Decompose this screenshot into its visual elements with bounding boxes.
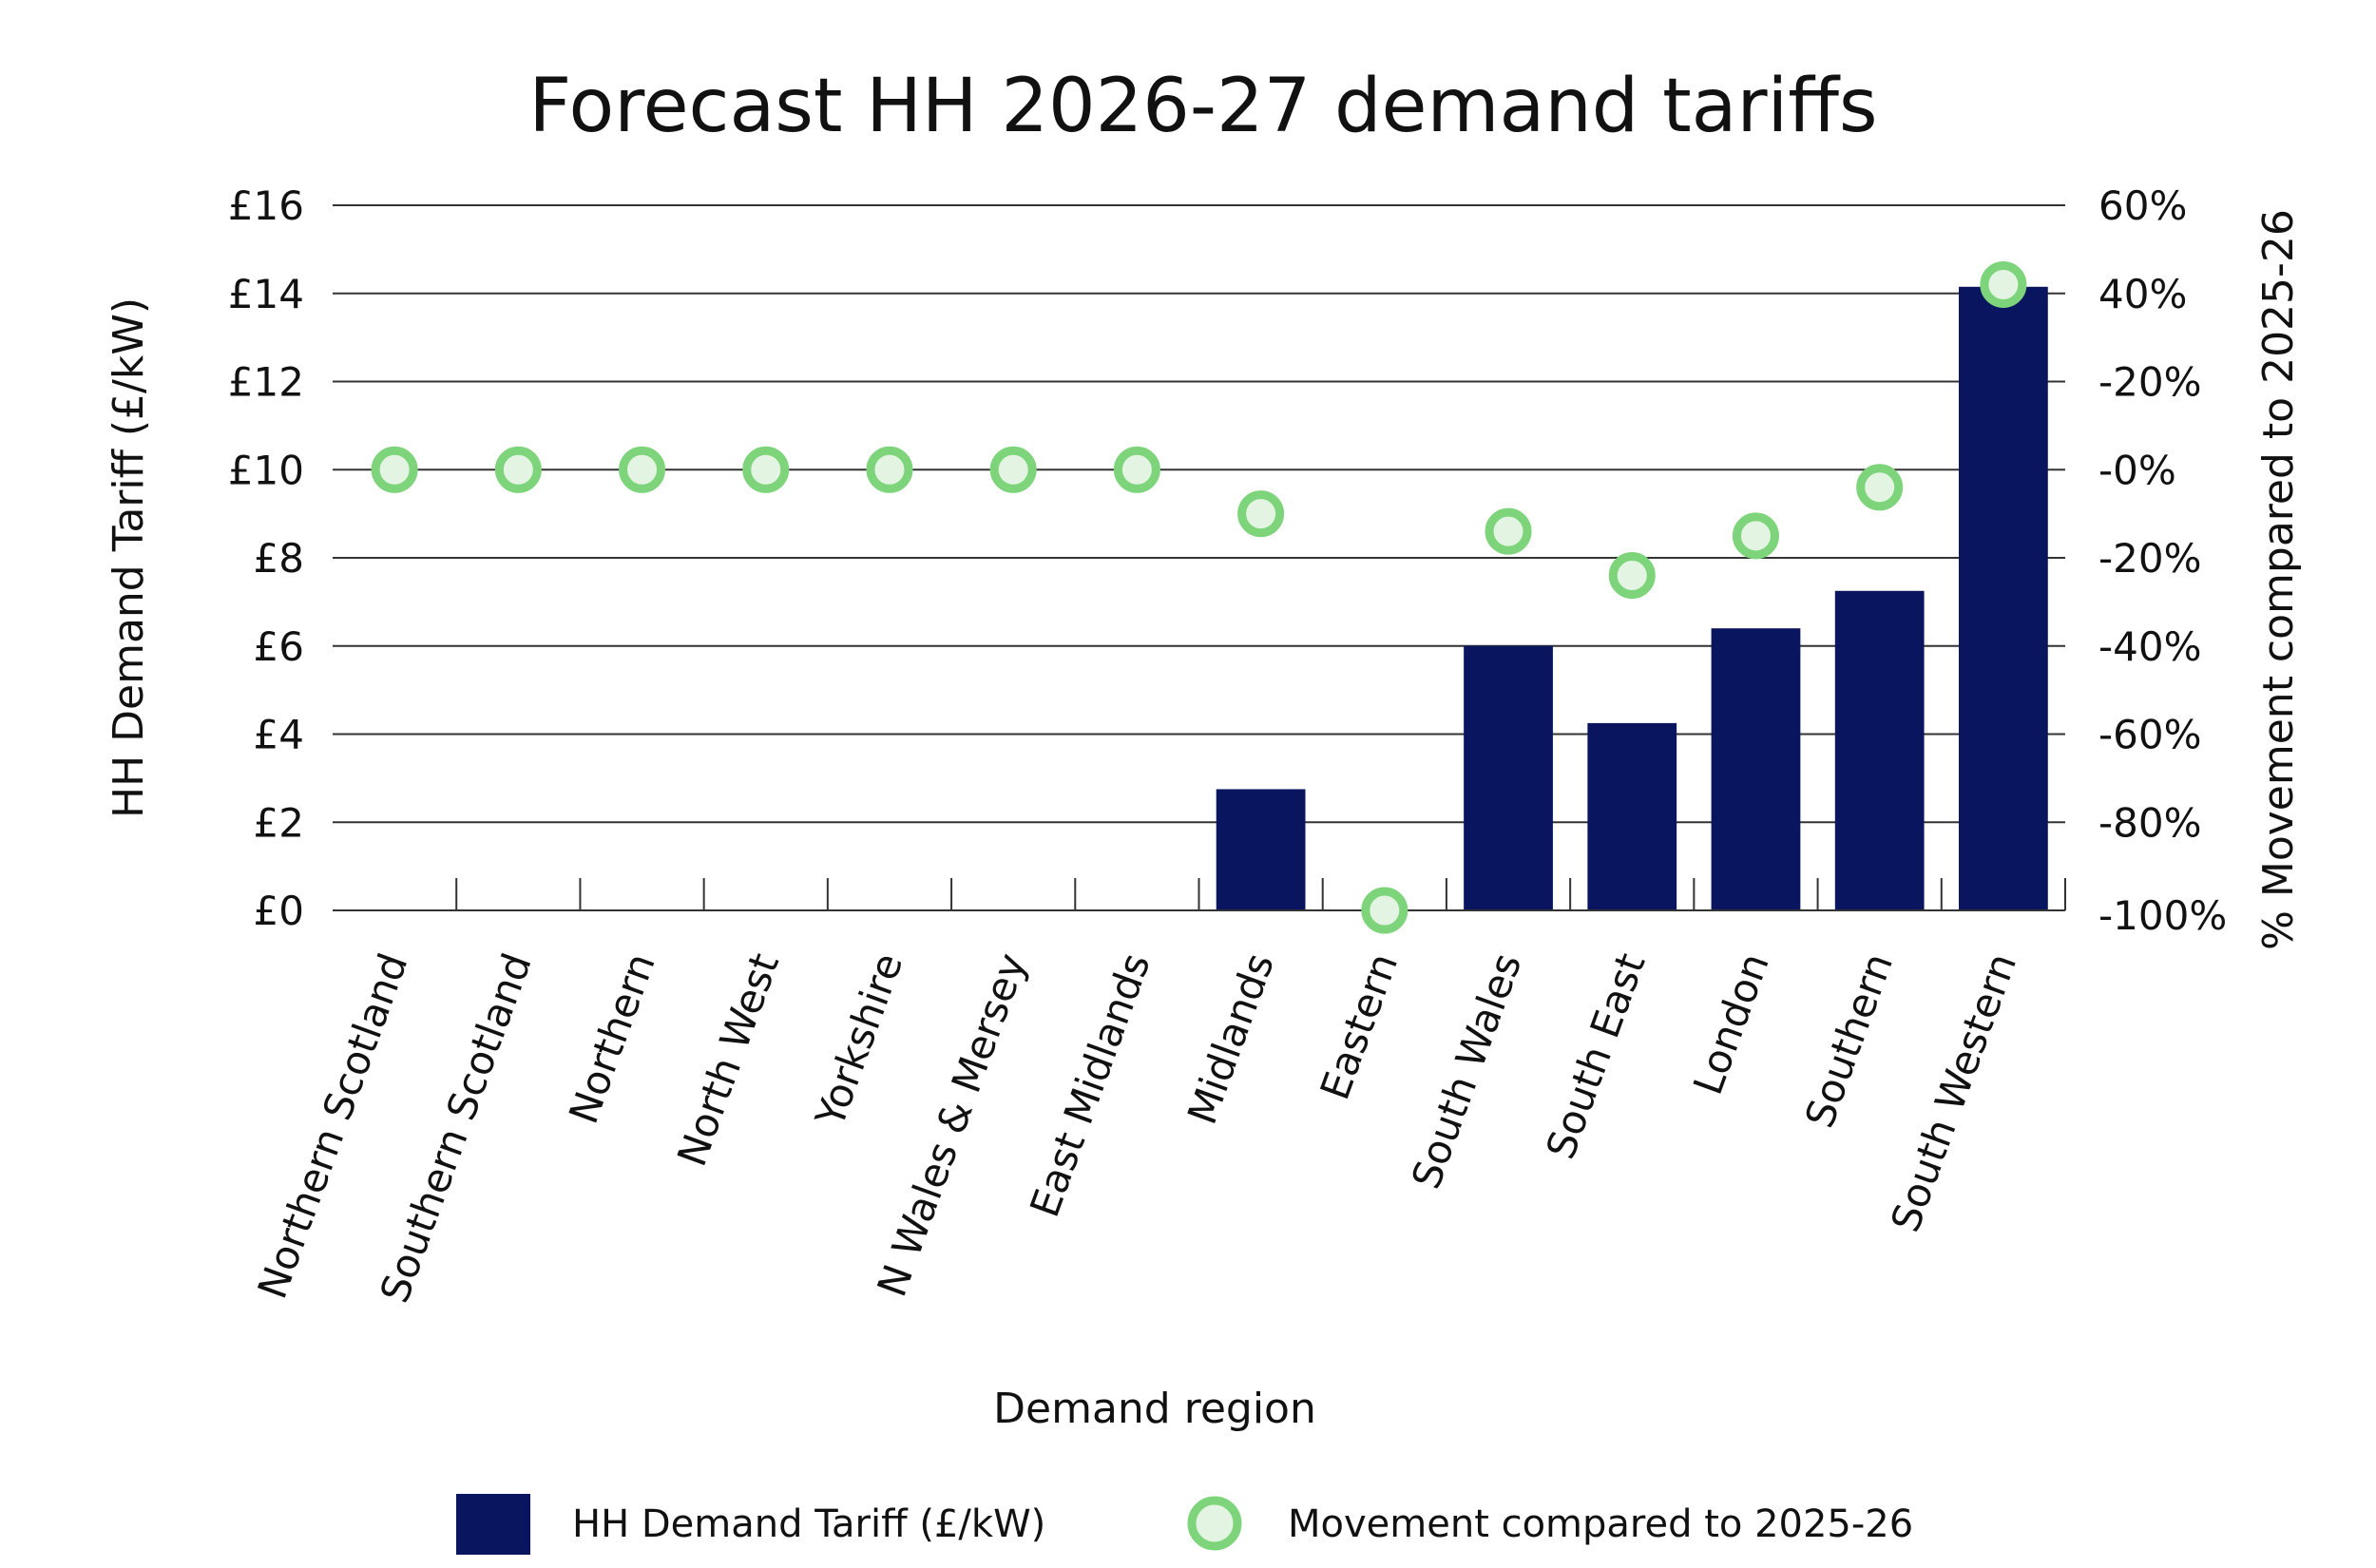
legend: HH Demand Tariff (£/kW) Movement compare…: [456, 1494, 1913, 1555]
marker: [1237, 490, 1285, 538]
x-tick-label: East Midlands: [1021, 947, 1159, 1223]
bar: [1959, 286, 2048, 910]
markers: [371, 260, 2027, 934]
bar: [1834, 590, 1925, 910]
legend-marker-swatch: [1187, 1496, 1242, 1551]
axes: [333, 878, 2066, 911]
x-tick-label: Midlands: [1178, 947, 1283, 1131]
marker: [1856, 464, 1904, 511]
x-axis-title: Demand region: [993, 1385, 1316, 1433]
marker: [989, 446, 1037, 493]
y-tick-label: £8: [254, 535, 304, 582]
y2-tick-label: -100%: [2098, 892, 2227, 939]
y2-tick-label: -60%: [2098, 712, 2202, 758]
legend-bar-label: HH Demand Tariff (£/kW): [572, 1502, 1045, 1546]
x-tick-label: Eastern: [1312, 947, 1408, 1106]
y-tick-label: £10: [228, 447, 304, 493]
y-tick-label: £16: [228, 182, 304, 229]
y-tick-label: £6: [254, 623, 304, 670]
legend-marker-label: Movement compared to 2025-26: [1288, 1502, 1913, 1546]
bar: [1711, 628, 1801, 910]
x-tick-label: North West: [668, 947, 788, 1173]
x-tick-label: Northern: [560, 947, 664, 1130]
y-tick-labels: £0 £2 £4 £6 £8 £10 £12 £14 £16: [228, 182, 304, 934]
y-tick-label: £0: [254, 888, 304, 934]
marker: [742, 446, 790, 493]
bar: [1216, 789, 1306, 910]
y2-tick-label: -80%: [2098, 799, 2202, 846]
marker: [866, 446, 913, 493]
x-tick-label: Southern: [1796, 947, 1902, 1134]
marker: [619, 446, 666, 493]
x-tick-label: South East: [1537, 947, 1654, 1165]
marker: [1732, 512, 1779, 560]
y2-tick-label: -40%: [2098, 623, 2202, 670]
y-tick-label: £2: [254, 799, 304, 846]
y-tick-label: £4: [254, 712, 304, 758]
marker: [1361, 887, 1408, 934]
marker: [1485, 507, 1532, 555]
x-tick-label: Yorkshire: [806, 947, 911, 1134]
y2-tick-label: 60%: [2098, 182, 2187, 229]
y2-tick-label: -0%: [2098, 447, 2176, 493]
y2-tick-labels: -100% -80% -60% -40% -20% -0% -20% 40% 60%: [2098, 182, 2227, 939]
y-tick-label: £12: [228, 359, 304, 406]
bar: [1587, 722, 1677, 910]
y2-tick-label: -20%: [2098, 535, 2202, 582]
y-axis-title: HH Demand Tariff (£/kW): [105, 297, 153, 818]
x-tick-label: South Wales: [1403, 947, 1531, 1195]
x-tick-label: London: [1684, 947, 1778, 1100]
y2-tick-label: -20%: [2098, 359, 2202, 406]
y-tick-label: £14: [228, 271, 304, 317]
x-tick-label: South Western: [1882, 947, 2025, 1238]
marker: [1113, 446, 1160, 493]
bar: [1464, 645, 1553, 910]
marker: [1608, 552, 1656, 600]
gridlines: [333, 204, 2065, 824]
bars: [1216, 286, 2048, 910]
marker: [371, 446, 418, 493]
y2-axis-title: % Movement compared to 2025-26: [2254, 209, 2303, 950]
y2-tick-label: 40%: [2098, 271, 2187, 317]
legend-bar-swatch: [456, 1494, 530, 1555]
marker: [1980, 260, 2027, 308]
chart-title: Forecast HH 2026-27 demand tariffs: [528, 64, 1877, 149]
marker: [494, 446, 542, 493]
